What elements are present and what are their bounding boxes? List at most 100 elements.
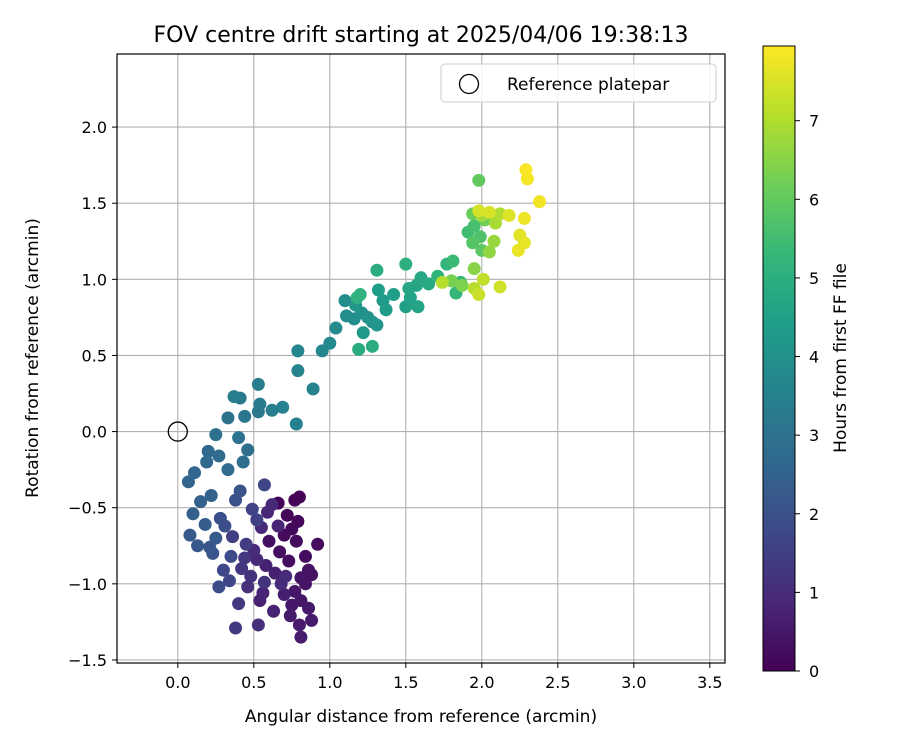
x-tick-label: 3.5: [697, 673, 722, 692]
y-tick-label: 2.0: [82, 118, 107, 137]
scatter-point: [422, 277, 436, 291]
scatter-point: [482, 245, 496, 259]
scatter-point: [455, 278, 469, 292]
scatter-point: [262, 534, 276, 548]
scatter-point: [370, 318, 384, 332]
scatter-point: [323, 336, 337, 350]
scatter-point: [291, 344, 305, 358]
scatter-point: [365, 339, 379, 353]
scatter-point: [356, 326, 370, 340]
scatter-point: [245, 502, 259, 516]
colorbar-tick-label: 2: [809, 505, 819, 524]
scatter-point: [493, 280, 507, 294]
chart-title: FOV centre drift starting at 2025/04/06 …: [154, 23, 689, 48]
scatter-point: [353, 288, 367, 302]
legend-box: [440, 63, 717, 103]
scatter-point: [209, 428, 223, 442]
scatter-point: [276, 400, 290, 414]
scatter-point: [267, 604, 281, 618]
scatter-point: [472, 173, 486, 187]
scatter-point: [265, 498, 279, 512]
scatter-point: [188, 466, 202, 480]
scatter-point: [387, 288, 401, 302]
scatter-point: [472, 288, 486, 302]
scatter-point: [487, 234, 501, 248]
scatter-point: [482, 205, 496, 219]
scatter-point: [352, 342, 366, 356]
scatter-points: [181, 163, 547, 644]
scatter-point: [306, 382, 320, 396]
scatter-point: [233, 484, 247, 498]
x-tick-label: 0.0: [165, 673, 190, 692]
legend: Reference platepar: [440, 63, 717, 103]
y-tick-label: −0.5: [68, 499, 107, 518]
colorbar-gradient: [762, 45, 796, 672]
scatter-point: [517, 211, 531, 225]
y-tick-label: −1.0: [68, 575, 107, 594]
scatter-point: [288, 584, 302, 598]
scatter-point: [212, 580, 226, 594]
scatter-point: [239, 537, 253, 551]
colorbar-tick-label: 1: [809, 583, 819, 602]
scatter-point: [288, 493, 302, 507]
scatter-point: [446, 254, 460, 268]
scatter-point: [277, 587, 291, 601]
scatter-point: [186, 507, 200, 521]
x-tick-label: 2.0: [469, 673, 494, 692]
colorbar-tick-label: 4: [809, 348, 819, 367]
x-tick-label: 3.0: [621, 673, 646, 692]
scatter-point: [292, 618, 306, 632]
scatter-point: [435, 275, 449, 289]
legend-reference-marker-icon: [458, 73, 480, 95]
plot-frame: [116, 53, 726, 664]
scatter-point: [259, 559, 273, 573]
scatter-point: [285, 598, 299, 612]
scatter-point: [191, 539, 205, 553]
scatter-point: [338, 294, 352, 308]
y-tick-label: 0.0: [82, 423, 107, 442]
scatter-point: [216, 563, 230, 577]
scatter-point: [282, 554, 296, 568]
colorbar-ticks: 0 1 2 3 4 5 6 7: [795, 112, 819, 681]
scatter-point: [466, 236, 480, 250]
scatter-point: [181, 475, 195, 489]
scatter-point: [519, 163, 533, 177]
scatter-point: [250, 513, 264, 527]
scatter-point: [302, 601, 316, 615]
colorbar-tick-label: 7: [809, 112, 819, 131]
scatter-point: [279, 569, 293, 583]
scatter-point: [241, 443, 255, 457]
y-tick-label: 0.5: [82, 346, 107, 365]
x-tick-label: 0.5: [241, 673, 266, 692]
scatter-point: [209, 531, 223, 545]
scatter-point: [232, 597, 246, 611]
scatter-point: [224, 549, 238, 563]
scatter-point: [251, 377, 265, 391]
scatter-point: [198, 517, 212, 531]
scatter-point: [257, 478, 271, 492]
scatter-point: [235, 562, 249, 576]
scatter-point: [502, 208, 516, 222]
scatter-point: [226, 530, 240, 544]
scatter-point: [298, 549, 312, 563]
scatter-point: [329, 321, 343, 335]
scatter-point: [402, 281, 416, 295]
scatter-point: [201, 444, 215, 458]
scatter-point: [253, 397, 267, 411]
scatter-point: [411, 300, 425, 314]
scatter-point: [227, 390, 241, 404]
scatter-point: [183, 528, 197, 542]
scatter-point: [213, 511, 227, 525]
scatter-point: [298, 577, 312, 591]
scatter-point: [241, 580, 255, 594]
scatter-point: [238, 409, 252, 423]
scatter-point: [371, 283, 385, 297]
scatter-point: [467, 219, 481, 233]
scatter-point: [289, 417, 303, 431]
x-tick-label: 1.5: [393, 673, 418, 692]
scatter-point: [222, 574, 236, 588]
colorbar-tick-label: 5: [809, 269, 819, 288]
scatter-point: [256, 586, 270, 600]
reference-marker-layer: [167, 421, 188, 442]
scatter-point: [251, 618, 265, 632]
